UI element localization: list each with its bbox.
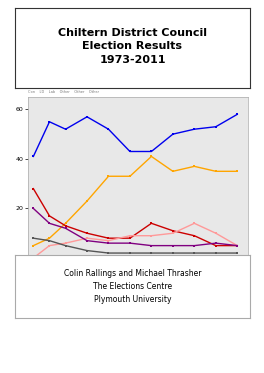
Text: Chiltern District Council
Election Results
1973-2011: Chiltern District Council Election Resul… xyxy=(58,28,207,65)
Text: Colin Rallings and Michael Thrasher
The Elections Centre
Plymouth University: Colin Rallings and Michael Thrasher The … xyxy=(64,270,201,304)
Text: Con    LD    Lab    Other    Other    Other: Con LD Lab Other Other Other xyxy=(28,90,99,94)
